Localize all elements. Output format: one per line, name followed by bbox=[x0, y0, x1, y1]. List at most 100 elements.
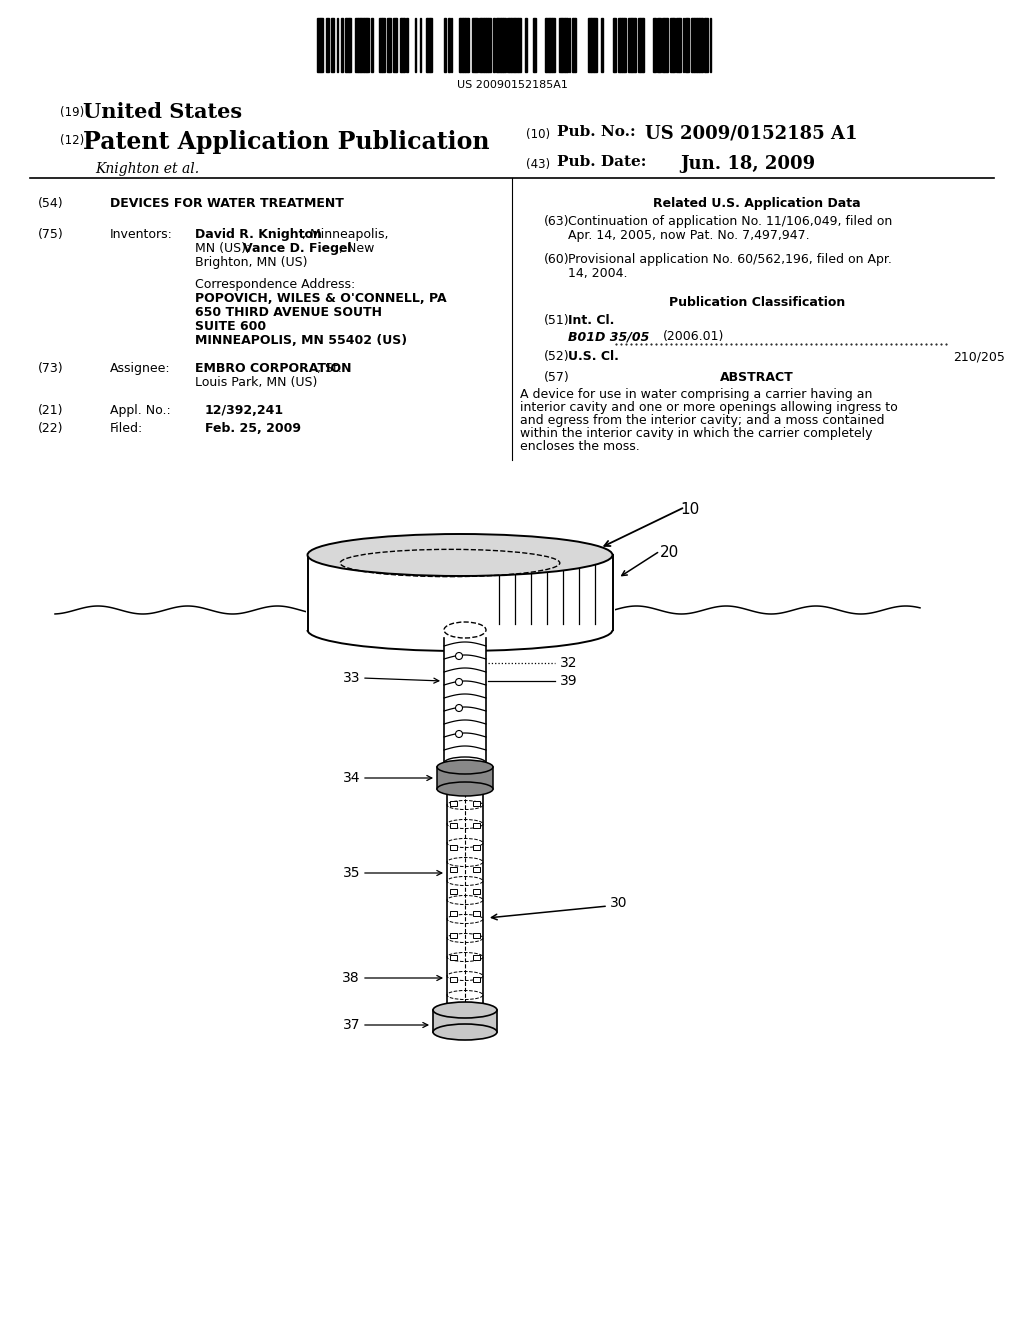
Text: (54): (54) bbox=[38, 197, 63, 210]
Bar bbox=[473, 867, 480, 873]
Bar bbox=[450, 845, 457, 850]
Bar bbox=[450, 933, 457, 939]
Bar bbox=[501, 18, 503, 73]
Text: (57): (57) bbox=[544, 371, 569, 384]
Text: (2006.01): (2006.01) bbox=[663, 330, 724, 343]
Bar bbox=[697, 18, 699, 73]
Bar bbox=[628, 18, 631, 73]
Text: ABSTRACT: ABSTRACT bbox=[720, 371, 794, 384]
Text: US 2009/0152185 A1: US 2009/0152185 A1 bbox=[645, 125, 857, 143]
Text: Publication Classification: Publication Classification bbox=[669, 296, 845, 309]
Bar bbox=[614, 18, 616, 73]
Text: (43): (43) bbox=[526, 158, 550, 172]
Text: , St.: , St. bbox=[317, 362, 342, 375]
Ellipse shape bbox=[444, 756, 486, 770]
Text: (21): (21) bbox=[38, 404, 63, 417]
Bar bbox=[562, 18, 565, 73]
Bar bbox=[518, 18, 521, 73]
Bar bbox=[622, 18, 624, 73]
Text: (75): (75) bbox=[38, 228, 63, 242]
Text: 32: 32 bbox=[560, 656, 578, 671]
Bar bbox=[341, 18, 343, 73]
Text: 10: 10 bbox=[680, 502, 699, 517]
Bar bbox=[444, 638, 486, 763]
Text: 14, 2004.: 14, 2004. bbox=[568, 267, 628, 280]
Text: Inventors:: Inventors: bbox=[110, 228, 173, 242]
Text: Knighton et al.: Knighton et al. bbox=[95, 162, 199, 176]
Text: 210/205: 210/205 bbox=[953, 350, 1005, 363]
Bar bbox=[511, 18, 514, 73]
Bar bbox=[427, 18, 430, 73]
Bar bbox=[447, 793, 483, 1008]
Ellipse shape bbox=[437, 781, 493, 796]
Circle shape bbox=[456, 652, 463, 660]
Bar bbox=[591, 18, 594, 73]
Bar bbox=[321, 18, 323, 73]
Bar bbox=[632, 18, 635, 73]
Text: Provisional application No. 60/562,196, filed on Apr.: Provisional application No. 60/562,196, … bbox=[568, 253, 892, 267]
Bar bbox=[638, 18, 640, 73]
Text: 20: 20 bbox=[660, 545, 679, 560]
Bar bbox=[673, 18, 675, 73]
Bar bbox=[326, 18, 329, 73]
Text: (52): (52) bbox=[544, 350, 569, 363]
Bar bbox=[679, 18, 681, 73]
Text: 38: 38 bbox=[342, 972, 360, 985]
Text: U.S. Cl.: U.S. Cl. bbox=[568, 350, 618, 363]
Ellipse shape bbox=[433, 1024, 497, 1040]
Text: (22): (22) bbox=[38, 422, 63, 436]
Text: B01D 35/05: B01D 35/05 bbox=[568, 330, 649, 343]
Bar bbox=[481, 18, 484, 73]
Text: within the interior cavity in which the carrier completely: within the interior cavity in which the … bbox=[520, 426, 872, 440]
Text: 37: 37 bbox=[342, 1018, 360, 1032]
Text: Feb. 25, 2009: Feb. 25, 2009 bbox=[205, 422, 301, 436]
Text: Int. Cl.: Int. Cl. bbox=[568, 314, 614, 327]
Bar bbox=[346, 18, 349, 73]
Text: 650 THIRD AVENUE SOUTH: 650 THIRD AVENUE SOUTH bbox=[195, 306, 382, 319]
Bar bbox=[463, 18, 465, 73]
Bar bbox=[449, 18, 450, 73]
Bar bbox=[379, 18, 382, 73]
Bar bbox=[450, 867, 457, 873]
Text: DEVICES FOR WATER TREATMENT: DEVICES FOR WATER TREATMENT bbox=[110, 197, 344, 210]
Bar bbox=[594, 18, 597, 73]
Bar bbox=[507, 18, 509, 73]
Bar bbox=[653, 18, 656, 73]
Bar bbox=[670, 18, 673, 73]
Bar bbox=[699, 18, 702, 73]
Text: (51): (51) bbox=[544, 314, 569, 327]
Text: Pub. Date:: Pub. Date: bbox=[557, 154, 646, 169]
Bar bbox=[364, 18, 366, 73]
Text: (12): (12) bbox=[60, 135, 84, 147]
Text: SUITE 600: SUITE 600 bbox=[195, 319, 266, 333]
Bar bbox=[493, 18, 495, 73]
Bar bbox=[601, 18, 603, 73]
Ellipse shape bbox=[433, 1002, 497, 1018]
Bar bbox=[476, 18, 478, 73]
Bar bbox=[473, 888, 480, 894]
Bar bbox=[465, 18, 468, 73]
Bar bbox=[358, 18, 360, 73]
Bar bbox=[503, 18, 506, 73]
Text: Assignee:: Assignee: bbox=[110, 362, 171, 375]
Bar bbox=[305, 607, 614, 630]
Bar bbox=[676, 18, 679, 73]
Bar bbox=[450, 911, 457, 916]
Bar bbox=[705, 18, 708, 73]
Bar bbox=[515, 18, 518, 73]
Circle shape bbox=[456, 730, 463, 738]
Bar bbox=[349, 18, 351, 73]
Text: (63): (63) bbox=[544, 215, 569, 228]
Text: Appl. No.:: Appl. No.: bbox=[110, 404, 171, 417]
Text: 12/392,241: 12/392,241 bbox=[205, 404, 284, 417]
Bar bbox=[692, 18, 694, 73]
Text: Brighton, MN (US): Brighton, MN (US) bbox=[195, 256, 307, 269]
Text: encloses the moss.: encloses the moss. bbox=[520, 440, 640, 453]
Bar bbox=[550, 18, 552, 73]
Bar bbox=[509, 18, 511, 73]
Text: Louis Park, MN (US): Louis Park, MN (US) bbox=[195, 376, 317, 389]
Bar bbox=[450, 977, 457, 982]
Text: MN (US);: MN (US); bbox=[195, 242, 254, 255]
Text: Jun. 18, 2009: Jun. 18, 2009 bbox=[680, 154, 815, 173]
Text: Correspondence Address:: Correspondence Address: bbox=[195, 279, 355, 290]
